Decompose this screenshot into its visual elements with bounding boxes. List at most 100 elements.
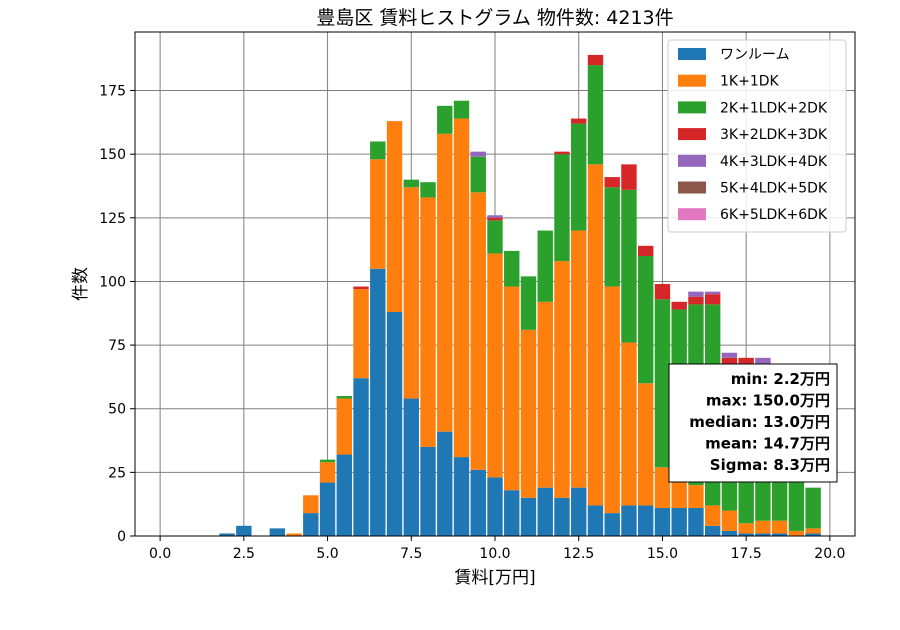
bar-segment — [738, 523, 754, 534]
bar-segment — [319, 459, 336, 463]
bar-segment — [688, 485, 704, 508]
bar-segment — [621, 505, 637, 536]
bar-segment — [453, 118, 470, 458]
x-tick-label: 12.5 — [563, 546, 594, 562]
bar-segment — [704, 525, 721, 536]
y-tick-label: 125 — [99, 211, 126, 227]
bar-segment — [303, 495, 319, 514]
bar-segment — [487, 217, 503, 221]
bar-segment — [537, 230, 553, 302]
x-axis-ticks: 0.0 2.5 5.0 7.5 10.0 12.5 15.0 17.5 20.0 — [149, 536, 845, 562]
bar-segment — [319, 462, 336, 483]
bar-segment — [520, 497, 537, 536]
bar-segment — [386, 121, 403, 312]
stats-line: mean: 14.7万円 — [705, 435, 830, 453]
bar-segment — [805, 533, 821, 536]
x-tick-label: 7.5 — [400, 546, 422, 562]
bar-segment — [504, 250, 520, 287]
bar-segment — [403, 179, 419, 188]
bar-segment — [721, 352, 738, 358]
legend-label: 4K+3LDK+4DK — [720, 154, 828, 170]
bar-segment — [504, 490, 520, 536]
bar-segment — [587, 54, 604, 66]
bar-segment — [604, 286, 620, 514]
bar-segment — [671, 480, 687, 508]
bar-segment — [704, 291, 721, 295]
bar-segment — [571, 118, 587, 124]
bar-segment — [537, 487, 553, 536]
bar-segment — [738, 533, 754, 536]
bar-segment — [654, 508, 671, 536]
bar-segment — [571, 123, 587, 231]
bar-segment — [487, 253, 503, 478]
bar-segment — [370, 141, 386, 160]
stats-box-frame — [668, 363, 838, 483]
bar-segment — [470, 469, 486, 536]
bar-segment — [738, 357, 754, 366]
bar-segment — [637, 383, 654, 506]
bar-segment — [571, 487, 587, 536]
bar-segment — [554, 497, 570, 536]
bar-segment — [370, 159, 386, 269]
bar-segment — [554, 261, 570, 498]
legend-frame — [667, 39, 847, 233]
legend-swatch — [678, 101, 706, 114]
stats-line: max: 150.0万円 — [706, 392, 830, 410]
legend-label: 3K+2LDK+3DK — [720, 127, 828, 143]
stats-line: min: 2.2万円 — [731, 370, 830, 388]
bar-segment — [755, 357, 771, 368]
y-tick-label: 50 — [108, 402, 126, 418]
bar-segment — [704, 505, 721, 526]
chart-title: 豊島区 賃料ヒストグラム 物件数: 4213件 — [316, 7, 673, 29]
bar-segment — [219, 533, 235, 536]
bar-segment — [420, 446, 436, 536]
bar-segment — [688, 508, 704, 536]
bar-segment — [537, 301, 553, 488]
bar-segment — [353, 286, 369, 290]
stats-annotation: min: 2.2万円 max: 150.0万円 median: 13.0万円 mean… — [668, 363, 838, 483]
bar-segment — [604, 187, 620, 287]
bar-segment — [637, 245, 654, 256]
y-tick-label: 0 — [117, 529, 126, 545]
legend-swatch — [678, 128, 706, 141]
y-tick-label: 25 — [108, 465, 126, 481]
bar-segment — [520, 329, 537, 498]
x-tick-label: 15.0 — [647, 546, 678, 562]
bar-segment — [437, 105, 453, 134]
bar-segment — [336, 454, 353, 536]
bar-segment — [386, 312, 403, 536]
bar-segment — [805, 487, 821, 529]
bar-segment — [671, 508, 687, 536]
legend-label: 1K+1DK — [720, 74, 780, 90]
bar-segment — [470, 192, 486, 470]
bar-segment — [788, 530, 805, 536]
bar-segment — [621, 342, 637, 506]
bar-segment — [520, 276, 537, 330]
bar-segment — [353, 378, 369, 536]
bar-segment — [604, 177, 620, 188]
bar-segment — [721, 530, 738, 536]
bar-segment — [554, 151, 570, 155]
y-tick-label: 100 — [99, 274, 126, 290]
x-tick-label: 5.0 — [316, 546, 338, 562]
x-tick-label: 10.0 — [479, 546, 510, 562]
bar-segment — [721, 357, 738, 368]
bar-segment — [437, 431, 453, 536]
stats-line: median: 13.0万円 — [689, 413, 830, 431]
bar-segment — [604, 513, 620, 536]
x-tick-label: 0.0 — [149, 546, 171, 562]
bar-segment — [704, 294, 721, 305]
bar-segment — [688, 296, 704, 305]
bar-segment — [587, 164, 604, 506]
bar-segment — [587, 65, 604, 165]
legend-label: 5K+4LDK+5DK — [720, 181, 828, 197]
bar-segment — [671, 301, 687, 310]
bar-segment — [453, 457, 470, 536]
x-axis-label: 賃料[万円] — [454, 568, 535, 588]
bar-segment — [771, 520, 788, 534]
legend-label: ワンルーム — [720, 47, 790, 63]
bar-segment — [487, 477, 503, 536]
x-tick-label: 20.0 — [814, 546, 845, 562]
bar-segment — [403, 187, 419, 399]
